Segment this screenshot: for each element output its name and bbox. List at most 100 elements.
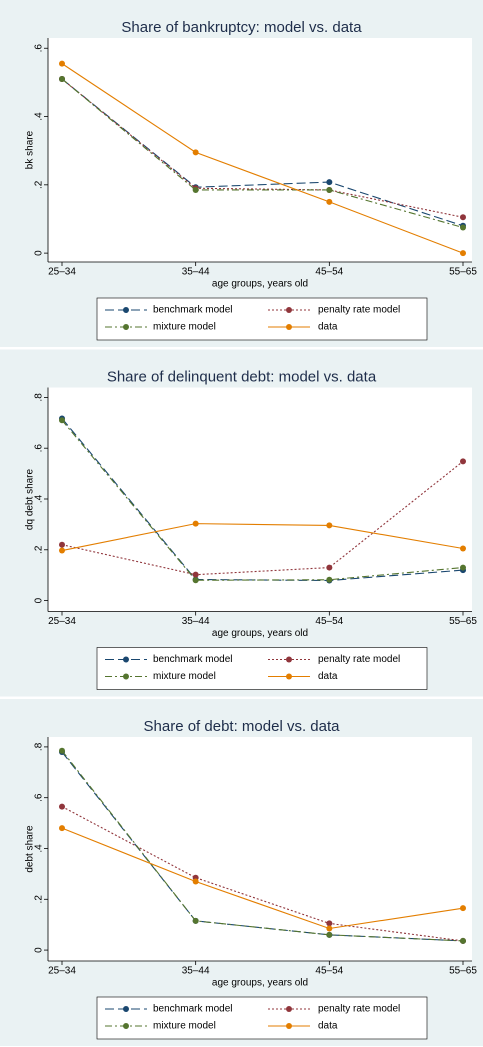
x-tick-label: 45–54: [315, 966, 343, 977]
legend-marker: [123, 1023, 129, 1029]
data-point: [326, 522, 333, 529]
plot-area: [48, 737, 472, 961]
data-point: [192, 571, 199, 578]
legend-label: mixture model: [153, 1021, 216, 1032]
y-axis-title: bk share: [25, 130, 36, 169]
data-point: [326, 198, 333, 205]
y-tick-label: 0: [34, 947, 45, 953]
legend-label: mixture model: [153, 322, 216, 333]
y-tick-label: .6: [34, 793, 45, 802]
x-tick-label: 55–65: [449, 267, 477, 278]
legend-marker: [123, 1006, 129, 1012]
legend-marker: [123, 324, 129, 330]
legend-marker: [286, 1006, 292, 1012]
x-tick-label: 25–34: [48, 267, 76, 278]
data-point: [460, 458, 466, 465]
legend-box: [96, 996, 428, 1040]
legend-marker: [286, 673, 292, 680]
y-tick-label: 0: [34, 250, 45, 256]
data-point: [59, 547, 65, 554]
x-tick-label: 45–54: [315, 616, 343, 627]
data-point: [460, 564, 466, 571]
data-point: [59, 417, 65, 424]
data-point: [326, 564, 333, 571]
chart-title: Share of debt: model vs. data: [144, 718, 341, 735]
y-axis-title: debt share: [25, 825, 36, 873]
x-axis-title: age groups, years old: [212, 628, 308, 639]
data-point: [326, 576, 333, 583]
data-point: [326, 925, 333, 932]
legend-label: penalty rate model: [318, 654, 400, 665]
data-point: [326, 920, 333, 927]
series-line: [61, 827, 464, 930]
data-point: [326, 186, 333, 193]
legend-marker: [286, 307, 292, 313]
legend-label: benchmark model: [153, 654, 232, 665]
legend-marker: [286, 656, 292, 663]
data-point: [59, 60, 65, 67]
series-line: [61, 63, 464, 254]
legend-label: data: [318, 322, 338, 333]
series-line: [61, 78, 464, 229]
x-tick-label: 35–44: [182, 966, 210, 977]
legend-label: data: [318, 671, 338, 682]
plot-area: [48, 387, 472, 612]
chart-title: Share of delinquent debt: model vs. data: [107, 368, 377, 385]
data-point: [192, 520, 199, 527]
x-tick-label: 55–65: [449, 616, 477, 627]
data-point: [460, 937, 466, 944]
data-point: [460, 545, 466, 552]
data-point: [460, 250, 466, 257]
y-tick-label: .2: [34, 895, 45, 904]
data-point: [192, 577, 199, 584]
legend-label: penalty rate model: [318, 1004, 400, 1015]
legend-marker: [123, 656, 129, 663]
legend-label: mixture model: [153, 671, 216, 682]
data-point: [59, 541, 65, 548]
legend-label: penalty rate model: [318, 305, 400, 316]
y-tick-label: .4: [34, 844, 45, 853]
data-point: [326, 931, 333, 938]
y-tick-label: .2: [34, 180, 45, 189]
data-point: [192, 917, 199, 924]
data-point: [460, 214, 466, 221]
legend-label: data: [318, 1021, 338, 1032]
chart-panel: Share of debt: model vs. data 0 .2 .4 .6 .8 25…: [0, 699, 483, 1046]
data-point: [59, 803, 65, 810]
data-point: [460, 224, 466, 231]
x-tick-label: 25–34: [48, 966, 76, 977]
data-point: [59, 747, 65, 754]
x-tick-label: 25–34: [48, 616, 76, 627]
y-tick-label: .8: [34, 742, 45, 751]
x-axis-title: age groups, years old: [212, 279, 308, 290]
data-point: [192, 878, 199, 885]
y-axis-title: dq debt share: [25, 468, 36, 530]
legend-box: [96, 297, 428, 341]
data-point: [192, 149, 199, 156]
series-line: [61, 750, 464, 942]
data-point: [59, 75, 65, 82]
data-point: [192, 186, 199, 193]
series-line: [61, 523, 464, 552]
data-point: [326, 179, 333, 186]
x-tick-label: 35–44: [182, 616, 210, 627]
data-point: [59, 825, 65, 832]
series-line: [61, 806, 464, 942]
chart-panel: Share of delinquent debt: model vs. data…: [0, 349, 483, 697]
legend-box: [96, 647, 428, 690]
data-point: [460, 905, 466, 912]
chart-title: Share of bankruptcy: model vs. data: [121, 19, 362, 36]
legend-label: benchmark model: [153, 1004, 232, 1015]
x-tick-label: 55–65: [449, 966, 477, 977]
x-tick-label: 35–44: [182, 267, 210, 278]
y-tick-label: .6: [34, 444, 45, 453]
x-tick-label: 45–54: [315, 267, 343, 278]
legend-marker: [286, 324, 292, 330]
y-tick-label: .4: [34, 112, 45, 121]
legend-label: benchmark model: [153, 305, 232, 316]
x-axis-title: age groups, years old: [212, 978, 308, 989]
y-tick-label: .6: [34, 44, 45, 53]
y-tick-label: .2: [34, 545, 45, 554]
chart-panel: Share of bankruptcy: model vs. data 0 .2 .4…: [0, 0, 483, 347]
